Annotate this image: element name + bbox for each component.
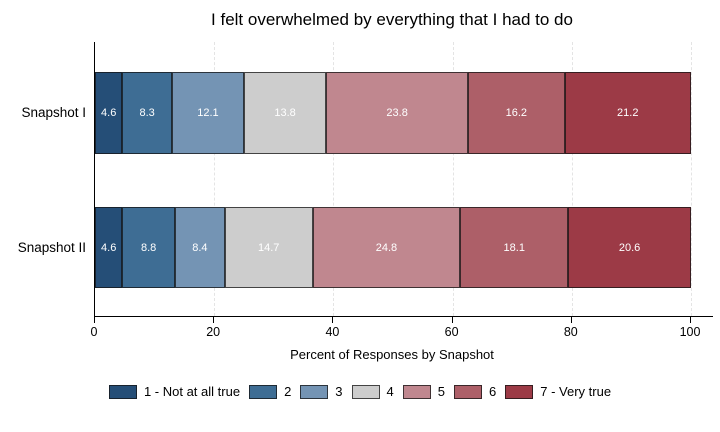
legend-item: 1 - Not at all true	[108, 384, 241, 399]
legend-label: 5	[437, 384, 445, 399]
x-gridline-100	[691, 42, 692, 316]
x-tick	[94, 317, 95, 323]
bar-segment: 24.8	[312, 207, 461, 288]
segment-value-label: 20.6	[618, 241, 641, 254]
x-tick-label: 80	[563, 325, 578, 339]
segment-value-label: 4.6	[101, 107, 117, 119]
legend-swatch	[505, 384, 534, 399]
x-axis-line	[94, 316, 713, 317]
legend-item: 4	[351, 384, 394, 399]
segment-value-label: 21.2	[617, 107, 639, 119]
legend-swatch	[402, 384, 431, 399]
legend-swatch	[454, 384, 482, 399]
segment-value-label: 13.8	[274, 107, 296, 119]
x-tick-label: 100	[679, 325, 701, 339]
legend-swatch	[351, 384, 380, 399]
y-category-label-snapshot-2: Snapshot II	[17, 240, 86, 255]
segment-value-label: 8.3	[139, 107, 155, 119]
legend-label: 1 - Not at all true	[143, 384, 241, 399]
bar-segment: 8.4	[174, 207, 225, 288]
x-gridline-80	[571, 42, 573, 316]
x-gridline-60	[452, 42, 454, 316]
x-tick	[570, 317, 572, 323]
x-axis-ticks: 0 20 40 60 80 100	[90, 316, 700, 346]
x-axis-title: Percent of Responses by Snapshot	[290, 347, 494, 362]
x-gridline-20	[214, 42, 216, 316]
legend-label: 2	[284, 384, 292, 399]
x-tick-label: 20	[206, 325, 221, 339]
bar-segment: 21.2	[564, 72, 691, 154]
legend-swatch	[249, 384, 278, 399]
bar-segment: 14.7	[224, 207, 313, 288]
legend-swatch	[108, 384, 137, 399]
plot-area: 4.6 8.3 12.1 13.8 23.8 16.2 21.2 4.6 8.8…	[94, 42, 692, 316]
x-gridline-40	[333, 42, 335, 316]
x-tick	[213, 317, 215, 323]
segment-value-label: 8.8	[140, 241, 157, 254]
chart-title: I felt overwhelmed by everything that I …	[211, 10, 573, 29]
legend-label: 3	[335, 384, 343, 399]
bar-segment: 8.3	[122, 72, 172, 154]
bar-segment: 4.6	[95, 72, 123, 154]
legend-label: 4	[386, 384, 394, 399]
x-tick	[332, 317, 334, 323]
bar-segment: 4.6	[95, 207, 123, 288]
bar-segment: 20.6	[568, 207, 691, 288]
segment-value-label: 14.7	[258, 241, 280, 254]
segment-value-label: 24.8	[375, 241, 398, 254]
bar-segment: 8.8	[122, 207, 175, 288]
bar-segment: 13.8	[243, 72, 327, 154]
x-tick-label: 40	[325, 325, 340, 339]
legend-label: 7 - Very true	[540, 384, 612, 399]
segment-value-label: 18.1	[503, 241, 525, 254]
bar-segment: 18.1	[460, 207, 569, 288]
legend-item: 3	[300, 384, 343, 399]
legend-label: 6	[489, 384, 497, 399]
x-tick-label: 60	[444, 325, 459, 339]
stacked-bar-snapshot-2: 4.6 8.8 8.4 14.7 24.8 18.1 20.6	[95, 207, 691, 288]
stacked-bar-snapshot-1: 4.6 8.3 12.1 13.8 23.8 16.2 21.2	[95, 72, 691, 154]
x-tick-label: 0	[90, 325, 98, 339]
segment-value-label: 12.1	[197, 107, 219, 119]
legend-item: 6	[454, 384, 496, 399]
legend-item: 5	[402, 384, 445, 399]
legend-item: 2	[249, 384, 291, 399]
legend: 1 - Not at all true 2 3 4 5 6 7 - Very t…	[0, 384, 720, 399]
x-tick	[451, 317, 453, 323]
y-category-label-snapshot-1: Snapshot I	[21, 105, 86, 120]
bar-segment: 12.1	[171, 72, 244, 154]
segment-value-label: 16.2	[505, 107, 528, 119]
segment-value-label: 8.4	[192, 241, 208, 254]
segment-value-label: 4.6	[101, 241, 117, 254]
legend-item: 7 - Very true	[505, 384, 611, 399]
bar-segment: 16.2	[468, 72, 565, 154]
x-tick	[690, 317, 691, 323]
segment-value-label: 23.8	[386, 107, 408, 119]
bar-segment: 23.8	[326, 72, 469, 154]
legend-swatch	[300, 384, 329, 399]
